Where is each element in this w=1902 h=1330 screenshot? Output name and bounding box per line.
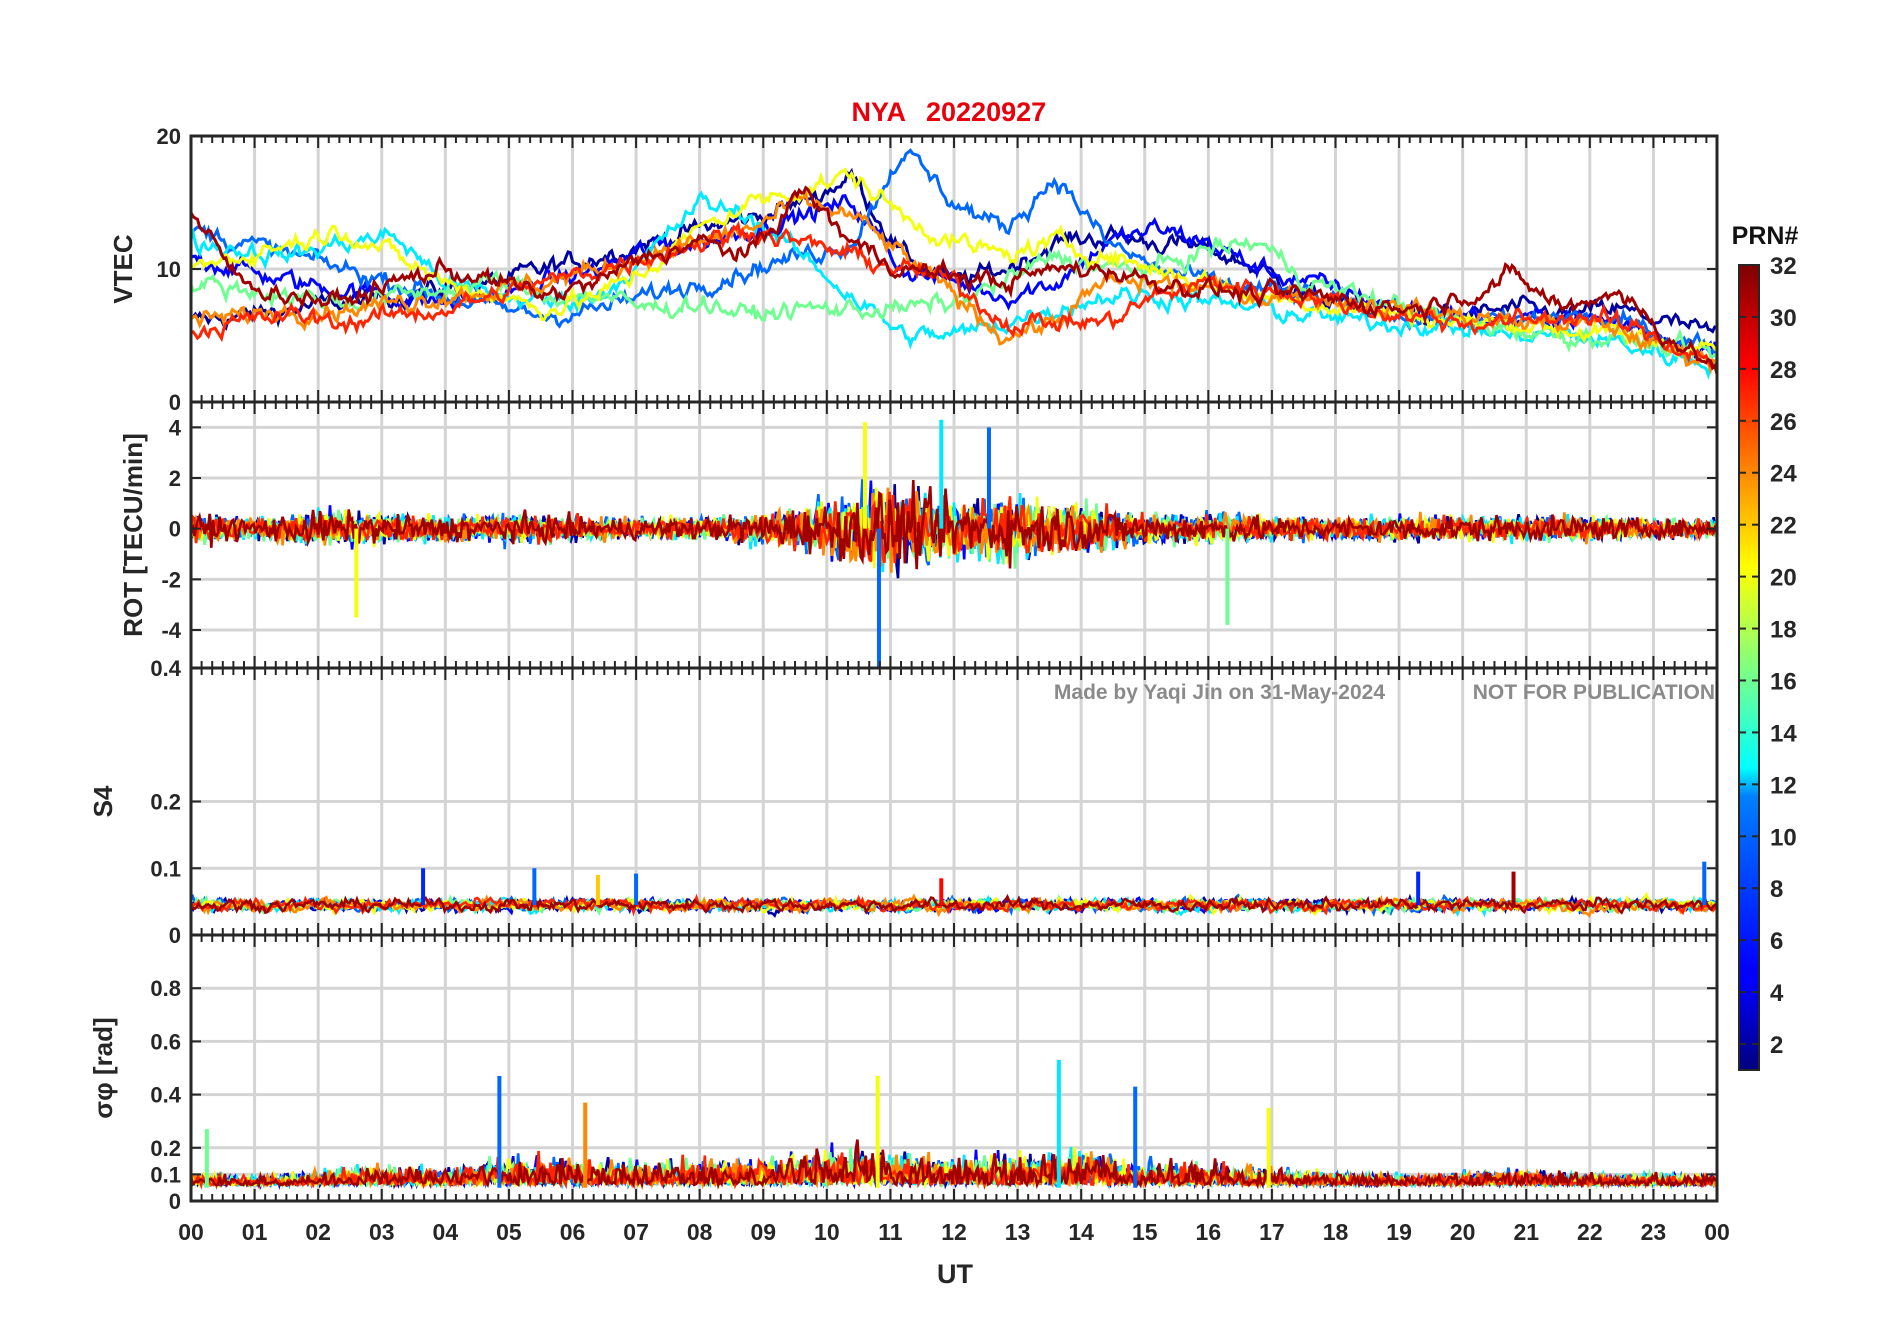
x-tick-label: 10 xyxy=(814,1219,840,1245)
colorbar-tick-label: 30 xyxy=(1770,305,1797,332)
sigma_phi-y-label: σφ [rad] xyxy=(88,1017,118,1118)
watermark-made-by: Made by Yaqi Jin on 31-May-2024 xyxy=(1054,681,1385,704)
x-tick-label: 19 xyxy=(1386,1219,1412,1245)
panel-sigma_phi: 00.10.2 0.4 0.6 0.8 σφ [rad] xyxy=(88,933,1719,1214)
colorbar-tick-label: 14 xyxy=(1770,720,1797,747)
colorbar-tick-label: 16 xyxy=(1770,668,1797,695)
rot-y-tick-label: 4 xyxy=(169,415,182,440)
vtec-series-prn-27 xyxy=(191,220,1717,369)
colorbar-tick-label: 10 xyxy=(1770,824,1797,851)
x-tick-label: 21 xyxy=(1513,1219,1539,1245)
rot-y-label: ROT [TECU/min] xyxy=(118,433,148,637)
s4-y-tick-label: 0 xyxy=(169,923,181,948)
x-tick-label: 20 xyxy=(1450,1219,1476,1245)
x-tick-label: 17 xyxy=(1259,1219,1285,1245)
x-tick-label: 00 xyxy=(178,1219,204,1245)
x-tick-label: 00 xyxy=(1704,1219,1730,1245)
s4-series-prn-31 xyxy=(191,893,1717,915)
x-tick-label: 08 xyxy=(687,1219,713,1245)
panel-rot: -4 -2 0 2 4 ROT [TECU/min] xyxy=(118,400,1719,670)
x-tick-label: 13 xyxy=(1005,1219,1031,1245)
x-tick-label: 14 xyxy=(1068,1219,1094,1245)
s4-y-tick-label: 0.4 xyxy=(150,656,181,681)
x-tick-label: 01 xyxy=(242,1219,268,1245)
title-date: 20220927 xyxy=(926,97,1046,127)
colorbar-tick-label: 6 xyxy=(1770,928,1783,955)
vtec-series-prn-12 xyxy=(191,190,1717,380)
x-tick-label: 02 xyxy=(305,1219,331,1245)
sigma_phi-y-tick-label: 0.4 xyxy=(150,1083,181,1108)
panel-vtec: 0 10 20 VTEC xyxy=(108,124,1719,415)
sigma_phi-y-tick-label: 0.6 xyxy=(150,1029,181,1054)
watermark-notice: NOT FOR PUBLICATION xyxy=(1473,681,1715,704)
sigma_phi-y-tick-label: 0.2 xyxy=(150,1136,181,1161)
colorbar-gradient xyxy=(1738,264,1760,1071)
colorbar-tick-label: 24 xyxy=(1770,461,1797,488)
vtec-y-tick-label: 0 xyxy=(169,390,181,415)
x-tick-label: 12 xyxy=(941,1219,967,1245)
colorbar-tick-label: 26 xyxy=(1770,409,1797,436)
rot-y-tick-label: -2 xyxy=(161,567,181,592)
colorbar-title: PRN# xyxy=(1732,222,1799,250)
s4-series-group xyxy=(191,861,1717,918)
x-tick-label: 18 xyxy=(1323,1219,1349,1245)
x-tick-label: 04 xyxy=(433,1219,459,1245)
colorbar-tick-label: 2 xyxy=(1770,1032,1783,1059)
x-tick-label: 16 xyxy=(1196,1219,1222,1245)
x-tick-label: 15 xyxy=(1132,1219,1158,1245)
colorbar-tick-label: 4 xyxy=(1770,980,1784,1007)
title-station: NYA xyxy=(851,97,906,127)
colorbar-tick-label: 22 xyxy=(1770,513,1797,540)
rot-series-prn-12 xyxy=(191,492,1717,573)
rot-series-group xyxy=(191,419,1717,668)
x-tick-label: 09 xyxy=(750,1219,776,1245)
vtec-y-label: VTEC xyxy=(108,234,138,304)
x-tick-label: 03 xyxy=(369,1219,395,1245)
colorbar-tick-label: 32 xyxy=(1770,253,1797,280)
sigma_phi-y-tick-label: 0 xyxy=(169,1189,181,1214)
rot-y-tick-label: -4 xyxy=(161,618,181,643)
panel-s4: 0 0.1 0.2 0.4 S4 xyxy=(88,656,1719,948)
x-axis-label: UT xyxy=(937,1259,973,1289)
sigma_phi-y-tick-label: 0.1 xyxy=(150,1162,181,1187)
colorbar-tick-label: 18 xyxy=(1770,617,1797,644)
colorbar-tick-label: 8 xyxy=(1770,876,1783,903)
vtec-series-prn-31 xyxy=(191,185,1717,375)
x-tick-labels: 00 01 02 03 04 05 06 07 08 09 10 11 12 13 14 15 16 17 18 19… xyxy=(178,1219,1730,1245)
rot-series-prn-31 xyxy=(191,480,1717,570)
vtec-series-prn-24 xyxy=(191,190,1717,375)
s4-y-label: S4 xyxy=(88,785,118,817)
vtec-y-tick-label: 20 xyxy=(157,124,181,149)
rot-y-tick-label: 2 xyxy=(169,466,181,491)
x-tick-label: 07 xyxy=(623,1219,649,1245)
x-tick-label: 05 xyxy=(496,1219,522,1245)
vtec-series-group xyxy=(191,148,1717,380)
x-tick-label: 22 xyxy=(1577,1219,1603,1245)
vtec-y-tick-label: 10 xyxy=(157,257,181,282)
x-tick-label: 06 xyxy=(560,1219,586,1245)
sigma_phi-series-prn-31 xyxy=(191,1139,1717,1190)
sigma_phi-series-group xyxy=(191,1060,1717,1191)
s4-y-tick-label: 0.1 xyxy=(150,856,181,881)
sigma_phi-y-tick-label: 0.8 xyxy=(150,976,181,1001)
rot-y-tick-label: 0 xyxy=(169,517,181,542)
colorbar-tick-label: 20 xyxy=(1770,565,1797,592)
s4-y-tick-label: 0.2 xyxy=(150,790,181,815)
colorbar-tick-label: 12 xyxy=(1770,772,1797,799)
x-tick-label: 23 xyxy=(1641,1219,1667,1245)
colorbar-tick-label: 28 xyxy=(1770,357,1797,384)
x-tick-label: 11 xyxy=(878,1219,903,1245)
